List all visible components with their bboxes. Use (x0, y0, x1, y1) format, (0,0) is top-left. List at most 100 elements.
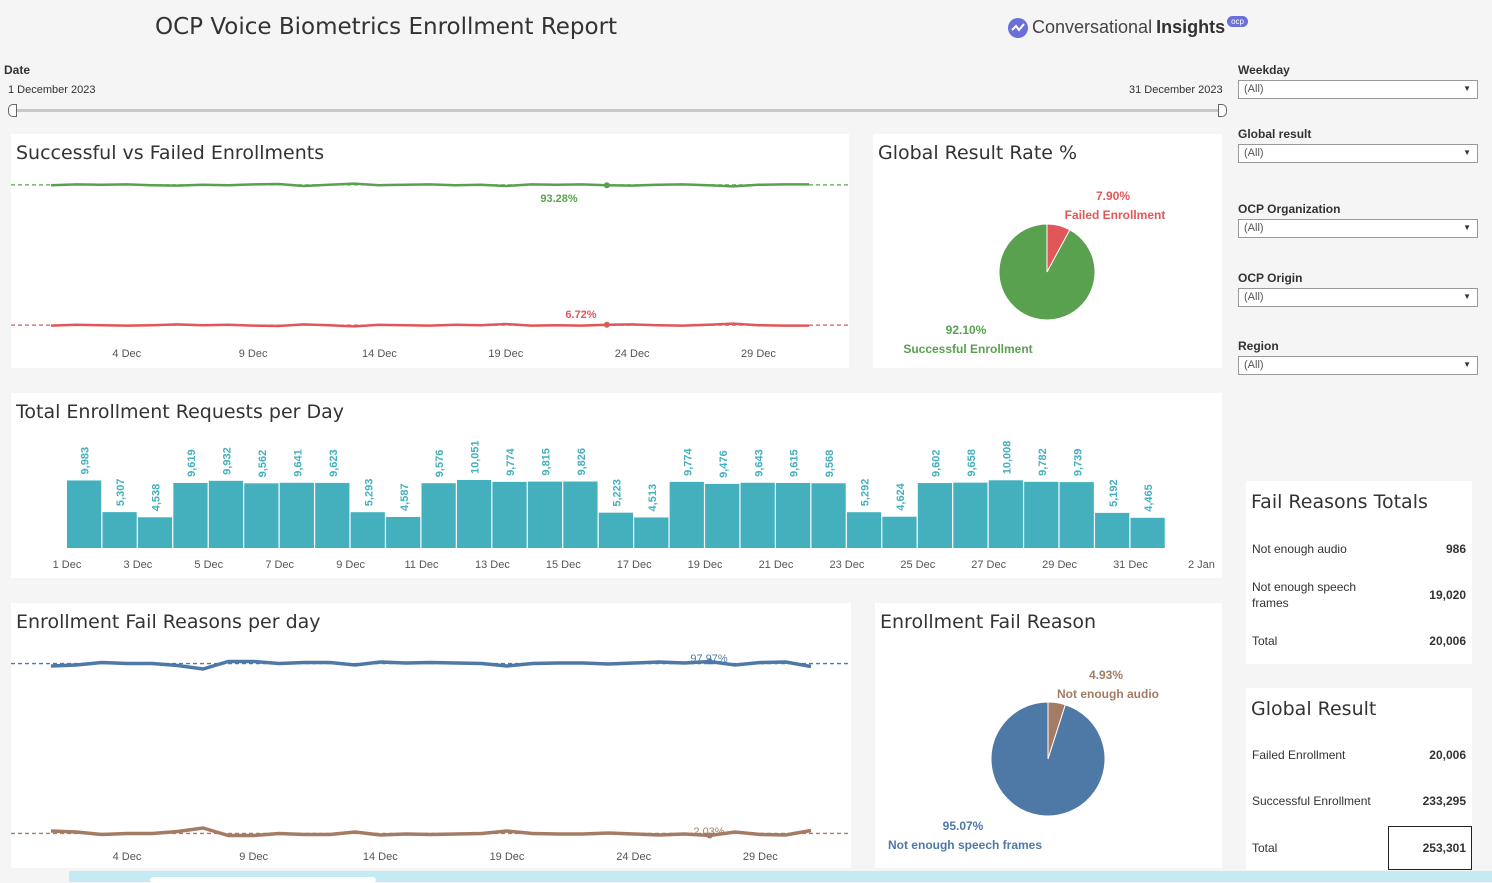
pie-name-label: Not enough speech frames (888, 838, 1042, 852)
bar-value-label: 9,615 (789, 449, 801, 477)
bar (350, 512, 385, 548)
pie-slice (990, 701, 1106, 817)
filter-organization-select[interactable]: (All) ▼ (1238, 219, 1478, 238)
table-row: Not enough audio 986 (1252, 542, 1466, 556)
bar (244, 483, 279, 548)
x-tick-label: 14 Dec (363, 851, 398, 863)
fail-reason-pie-card: Enrollment Fail Reason 4.93% Not enough a… (875, 603, 1222, 868)
bar-value-label: 9,782 (1037, 448, 1049, 476)
bar-value-label: 5,292 (860, 479, 872, 507)
row-label: Total (1252, 841, 1278, 855)
x-tick-label: 19 Dec (688, 559, 723, 571)
date-slider-track[interactable] (10, 109, 1224, 112)
table-row: Not enough speech frames 19,020 (1252, 579, 1466, 611)
bottom-scroll-pill[interactable] (150, 877, 376, 883)
pie-name-label: Not enough audio (1057, 687, 1159, 701)
x-tick-label: 1 Dec (53, 559, 82, 571)
filter-origin-select[interactable]: (All) ▼ (1238, 288, 1478, 307)
global-result-title: Global Result (1251, 698, 1377, 720)
row-value: 19,020 (1429, 588, 1466, 602)
bar-value-label: 4,465 (1143, 484, 1155, 512)
fail-reasons-totals-title: Fail Reasons Totals (1251, 491, 1428, 513)
bar-value-label: 5,223 (611, 479, 623, 507)
filter-global-result-label: Global result (1238, 127, 1312, 141)
filter-origin-label: OCP Origin (1238, 271, 1303, 285)
bar (67, 480, 102, 548)
bar-value-label: 9,568 (824, 450, 836, 478)
average-label: 6.72% (565, 309, 596, 321)
filter-global-result-select[interactable]: (All) ▼ (1238, 144, 1478, 163)
bar-value-label: 10,051 (470, 440, 482, 474)
bar-value-label: 4,513 (647, 484, 659, 512)
filter-region-value: (All) (1244, 359, 1264, 371)
filter-region-label: Region (1238, 339, 1279, 353)
average-label: 2.03% (693, 826, 724, 838)
bar-value-label: 10,008 (1001, 441, 1013, 475)
row-value: 986 (1445, 542, 1466, 556)
x-tick-label: 25 Dec (900, 559, 935, 571)
series-marker (706, 832, 713, 839)
filter-organization-value: (All) (1244, 222, 1264, 234)
bar-value-label: 9,658 (966, 449, 978, 477)
bar (776, 482, 811, 548)
x-tick-label: 9 Dec (336, 559, 365, 571)
success-failed-chart: 93.28% 6.72% 4 Dec 9 Dec 14 Dec 19 Dec 24 Dec 2… (11, 182, 849, 360)
bar-value-label: 9,619 (186, 449, 198, 477)
bar (811, 483, 846, 548)
fail-reasons-day-chart: 97.97% 2.03% 4 Dec 9 Dec 14 Dec 19 Dec 24 Dec 2… (11, 653, 851, 863)
x-tick-label: 29 Dec (743, 851, 778, 863)
row-label: Not enough audio (1252, 542, 1347, 556)
date-slider-end-handle[interactable] (1218, 104, 1227, 117)
global-rate-title: Global Result Rate % (878, 142, 1078, 164)
x-tick-label: 4 Dec (112, 348, 141, 360)
fail-reason-pie: 4.93% Not enough audio 95.07% Not enough sp… (888, 668, 1159, 852)
series-marker (706, 658, 713, 665)
row-value: 253,301 (1422, 841, 1466, 855)
global-rate-card: Global Result Rate % 7.90% Failed Enrollm… (873, 134, 1222, 368)
pie-name-label: Failed Enrollment (1065, 208, 1166, 222)
x-tick-label: 31 Dec (1113, 559, 1148, 571)
requests-title: Total Enrollment Requests per Day (16, 401, 345, 423)
bar-value-label: 9,476 (718, 450, 730, 478)
pie-pct-label: 92.10% (946, 323, 987, 337)
wave-icon (1008, 17, 1028, 38)
bar-value-label: 9,826 (576, 448, 588, 476)
brand-bold: Insights (1156, 17, 1226, 37)
series-marker (603, 182, 610, 189)
bar-value-label: 9,774 (682, 447, 694, 475)
table-row: Total 253,301 (1252, 841, 1466, 855)
x-tick-label: 24 Dec (615, 348, 650, 360)
x-tick-label: 23 Dec (829, 559, 864, 571)
chevron-down-icon: ▼ (1463, 84, 1471, 93)
bar-value-label: 4,587 (399, 483, 411, 511)
bar-value-label: 9,932 (222, 447, 234, 475)
x-tick-label: 13 Dec (475, 559, 510, 571)
row-value: 20,006 (1429, 748, 1466, 762)
bar-value-label: 9,739 (1072, 449, 1084, 477)
date-slider-start-handle[interactable] (8, 104, 17, 117)
bar (421, 483, 456, 548)
chevron-down-icon: ▼ (1463, 148, 1471, 157)
bar (988, 480, 1023, 548)
row-label: Failed Enrollment (1252, 748, 1346, 762)
series-marker (603, 321, 610, 328)
pie-pct-label: 95.07% (943, 819, 984, 833)
fail-reason-pie-title: Enrollment Fail Reason (880, 611, 1097, 633)
bar (1130, 517, 1165, 548)
selected-total-cell[interactable] (1388, 826, 1472, 870)
x-tick-label: 14 Dec (362, 348, 397, 360)
filter-region-select[interactable]: (All) ▼ (1238, 356, 1478, 375)
x-tick-label: 4 Dec (113, 851, 142, 863)
filter-origin-value: (All) (1244, 291, 1264, 303)
fail-reasons-totals-card: Fail Reasons Totals Not enough audio 986… (1246, 481, 1472, 664)
bar (527, 481, 563, 548)
x-tick-label: 27 Dec (971, 559, 1006, 571)
bar (705, 483, 740, 548)
bar-value-label: 9,815 (541, 448, 553, 476)
bar (1059, 482, 1094, 548)
bar (208, 480, 244, 548)
x-tick-label: 15 Dec (546, 559, 581, 571)
filter-weekday-select[interactable]: (All) ▼ (1238, 80, 1478, 99)
bar-value-label: 9,562 (257, 450, 269, 478)
x-tick-label: 17 Dec (617, 559, 652, 571)
